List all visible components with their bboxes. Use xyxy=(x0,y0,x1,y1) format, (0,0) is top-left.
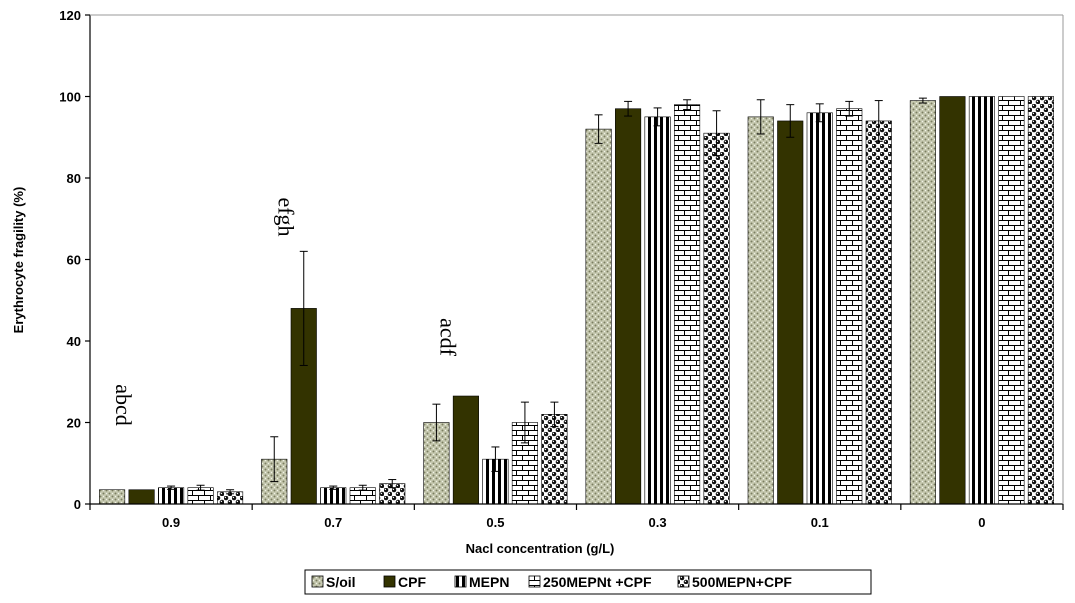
bar-s-oil-0-9 xyxy=(99,489,126,505)
y-tick-label: 120 xyxy=(59,8,81,23)
bar-cpf-0-9 xyxy=(128,489,155,505)
legend-label: MEPN xyxy=(469,574,509,590)
y-tick-label: 40 xyxy=(67,334,81,349)
y-tick-label: 20 xyxy=(67,416,81,431)
bar-mepn-0-5 xyxy=(482,458,509,505)
bar-s-oil-0-1 xyxy=(747,116,774,505)
legend-swatch xyxy=(311,575,324,588)
legend-label: S/oil xyxy=(326,574,356,590)
x-axis-title: Nacl concentration (g/L) xyxy=(466,541,615,556)
legend-swatch xyxy=(383,575,396,588)
bar-cpf-0-1 xyxy=(777,120,804,505)
bar-cpf-0-3 xyxy=(615,108,642,505)
legend-label: 500MEPN+CPF xyxy=(692,574,792,590)
bar-mepn-0-7 xyxy=(320,487,347,505)
x-tick-label: 0 xyxy=(978,515,985,530)
x-tick-label: 0.7 xyxy=(324,515,342,530)
bar-cpf-0 xyxy=(939,96,966,505)
y-tick-label: 60 xyxy=(67,253,81,268)
bars xyxy=(99,96,1054,505)
annotation-abcd: abcd xyxy=(111,384,136,426)
y-tick-label: 100 xyxy=(59,90,81,105)
legend: S/oil CPF MEPN 250MEPNt +CPF 500MEPN+CPF xyxy=(304,569,872,595)
bar-500mepn-cpf-0-5 xyxy=(541,414,568,505)
bar-mepn-0-9 xyxy=(158,487,185,505)
bar-mepn-0-3 xyxy=(644,116,671,505)
x-tick-label: 0.3 xyxy=(649,515,667,530)
legend-box xyxy=(304,569,872,595)
bar-500mepn-cpf-0-3 xyxy=(703,132,730,505)
bar-mepn-0-1 xyxy=(806,112,833,505)
legend-label: 250MEPNt +CPF xyxy=(543,574,652,590)
y-axis-title: Erythrocyte fragility (%) xyxy=(11,187,26,334)
bar-s-oil-0 xyxy=(909,100,936,505)
tick-labels: 0 20 40 60 80 100 120 0.9 0.7 0.5 0.3 0.1 0 xyxy=(59,8,985,530)
bar-500mepn-cpf-0-1 xyxy=(865,120,892,505)
axes xyxy=(85,14,1064,510)
annotation-acdf: acdf xyxy=(435,318,460,357)
bar-mepn-0 xyxy=(968,96,995,505)
bar-s-oil-0-3 xyxy=(585,128,612,505)
bar-250mepnt-cpf-0-3 xyxy=(674,104,701,505)
annotation-efgh: efgh xyxy=(273,197,298,236)
error-bars xyxy=(167,97,927,495)
legend-label: CPF xyxy=(398,574,426,590)
y-tick-label: 0 xyxy=(74,497,81,512)
x-tick-label: 0.1 xyxy=(811,515,829,530)
x-tick-label: 0.5 xyxy=(486,515,504,530)
bar-250mepnt-cpf-0-1 xyxy=(836,108,863,505)
legend-swatch xyxy=(454,575,467,588)
legend-swatch xyxy=(677,575,690,588)
bar-500mepn-cpf-0 xyxy=(1027,96,1054,505)
bar-cpf-0-5 xyxy=(452,395,479,505)
legend-swatch xyxy=(528,575,541,588)
y-tick-label: 80 xyxy=(67,171,81,186)
annotations: abcd efgh acdf xyxy=(111,197,460,425)
bar-250mepnt-cpf-0 xyxy=(998,96,1025,505)
x-tick-label: 0.9 xyxy=(162,515,180,530)
